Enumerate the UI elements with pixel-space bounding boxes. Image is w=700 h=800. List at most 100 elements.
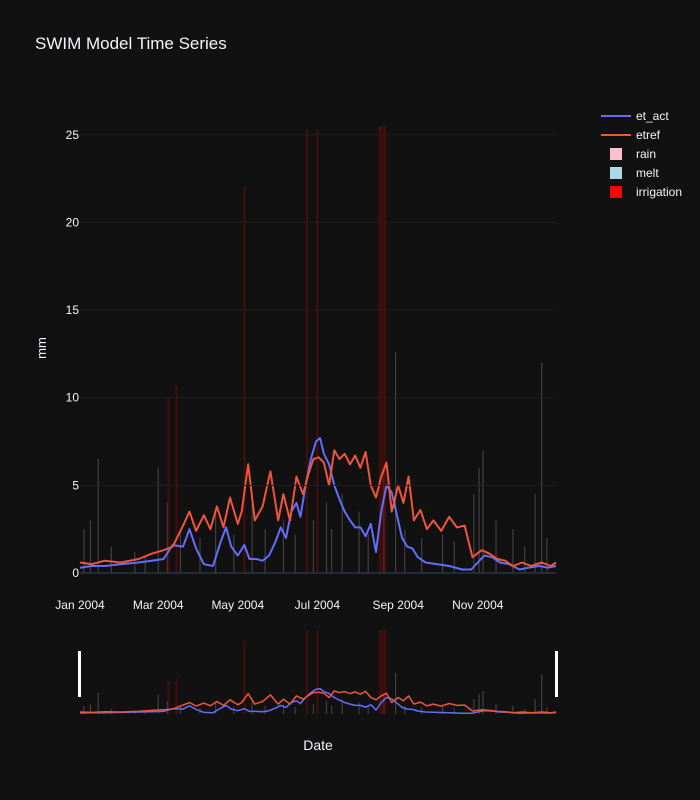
irrigation-bar[interactable] [383, 126, 387, 573]
rain-bar[interactable] [157, 467, 159, 573]
range-slider-handle-left[interactable] [78, 651, 81, 697]
irrigation-bar[interactable] [381, 126, 384, 573]
rain-bar[interactable] [294, 706, 296, 714]
legend-item-rain[interactable]: rain [598, 144, 682, 163]
irrigation-bar[interactable] [381, 630, 384, 714]
legend-label: et_act [636, 108, 669, 123]
irrigation-bar[interactable] [378, 126, 382, 573]
rain-bar[interactable] [358, 702, 360, 714]
rain-bar[interactable] [251, 494, 253, 573]
rain-bar[interactable] [282, 704, 285, 714]
rain-bar[interactable] [367, 534, 369, 573]
rain-bar[interactable] [495, 520, 497, 573]
rain-bar[interactable] [441, 706, 444, 714]
rain-bar[interactable] [441, 534, 444, 573]
rain-bar[interactable] [482, 450, 484, 573]
rain-bar[interactable] [110, 546, 112, 573]
irrigation-bar[interactable] [378, 630, 382, 714]
rain-bar[interactable] [97, 459, 99, 573]
irrigation-bar[interactable] [175, 678, 178, 714]
rain-bar[interactable] [157, 694, 159, 714]
x-tick-label: Jul 2004 [295, 598, 341, 612]
rain-bar[interactable] [331, 529, 333, 573]
rain-bar[interactable] [179, 529, 182, 573]
range-slider-handle-right[interactable] [555, 651, 558, 697]
rain-bar[interactable] [358, 511, 360, 573]
rain-bar[interactable] [473, 699, 475, 714]
rain-bar[interactable] [421, 537, 423, 573]
rain-bar[interactable] [341, 494, 343, 573]
irrigation-bar[interactable] [305, 129, 309, 573]
slider-bar-layer [83, 630, 548, 714]
irrigation-bar[interactable] [167, 681, 170, 714]
rain-bar[interactable] [294, 534, 296, 573]
rain-bar[interactable] [89, 704, 92, 714]
rain-bar[interactable] [421, 707, 423, 714]
legend-item-irrigation[interactable]: irrigation [598, 182, 682, 201]
rain-bar[interactable] [144, 555, 146, 573]
rain-bar[interactable] [97, 692, 99, 714]
rain-bar[interactable] [312, 704, 315, 714]
rain-bar[interactable] [282, 520, 285, 573]
range-slider[interactable] [78, 630, 558, 715]
rain-bar[interactable] [264, 705, 266, 714]
rain-bar[interactable] [383, 467, 385, 573]
irrigation-bar[interactable] [243, 187, 246, 573]
rain-bar[interactable] [482, 690, 484, 714]
rain-bar[interactable] [166, 700, 168, 714]
rain-bar[interactable] [251, 699, 253, 714]
rain-bar[interactable] [83, 705, 85, 714]
irrigation-bar[interactable] [383, 630, 387, 714]
irrigation-bar[interactable] [243, 641, 246, 714]
rain-bar[interactable] [524, 546, 526, 573]
legend-item-et_act[interactable]: et_act [598, 106, 682, 125]
rain-bar[interactable] [404, 529, 406, 573]
et_act-line[interactable] [79, 437, 557, 571]
rain-bar[interactable] [89, 520, 92, 573]
rain-bar[interactable] [453, 541, 455, 573]
rain-bar[interactable] [404, 705, 406, 714]
etref-line[interactable] [79, 449, 557, 567]
legend-item-melt[interactable]: melt [598, 163, 682, 182]
rain-bar[interactable] [383, 694, 385, 714]
irrigation-bar[interactable] [316, 630, 319, 714]
rain-bar[interactable] [341, 699, 343, 714]
rain-bar[interactable] [215, 702, 217, 714]
rain-bar[interactable] [264, 529, 266, 573]
y-tick-label: 10 [66, 391, 80, 405]
rain-bar[interactable] [473, 494, 475, 573]
irrigation-bar[interactable] [316, 129, 319, 573]
rain-bar[interactable] [312, 520, 315, 573]
rain-bar[interactable] [512, 529, 514, 573]
x-tick-label: Jan 2004 [55, 598, 105, 612]
rain-bar[interactable] [394, 672, 397, 714]
etref-line[interactable] [79, 690, 557, 714]
rain-bar[interactable] [541, 674, 543, 714]
chart-title: SWIM Model Time Series [35, 34, 227, 53]
rain-bar[interactable] [546, 537, 548, 573]
irrigation-bar[interactable] [305, 630, 309, 714]
rain-bar[interactable] [367, 706, 369, 714]
rain-bar[interactable] [534, 494, 536, 573]
rain-bar[interactable] [215, 511, 217, 573]
rain-bar[interactable] [331, 705, 333, 714]
rain-bar[interactable] [478, 694, 480, 714]
rain-bar[interactable] [166, 502, 168, 573]
rain-bar[interactable] [233, 534, 235, 573]
rain-bar[interactable] [512, 705, 514, 714]
rain-bar[interactable] [453, 708, 455, 714]
rain-bar[interactable] [179, 705, 182, 714]
rain-bar[interactable] [541, 362, 543, 573]
rain-bar[interactable] [534, 699, 536, 714]
rain-bar[interactable] [83, 529, 85, 573]
rain-bar[interactable] [546, 707, 548, 714]
et_act-line[interactable] [79, 687, 557, 715]
irrigation-bar[interactable] [175, 385, 178, 573]
rain-bar[interactable] [394, 352, 397, 573]
legend-item-etref[interactable]: etref [598, 125, 682, 144]
rain-bar[interactable] [495, 704, 497, 714]
rain-bar[interactable] [478, 467, 480, 573]
rain-bar[interactable] [325, 700, 328, 714]
rain-bar[interactable] [325, 502, 328, 573]
